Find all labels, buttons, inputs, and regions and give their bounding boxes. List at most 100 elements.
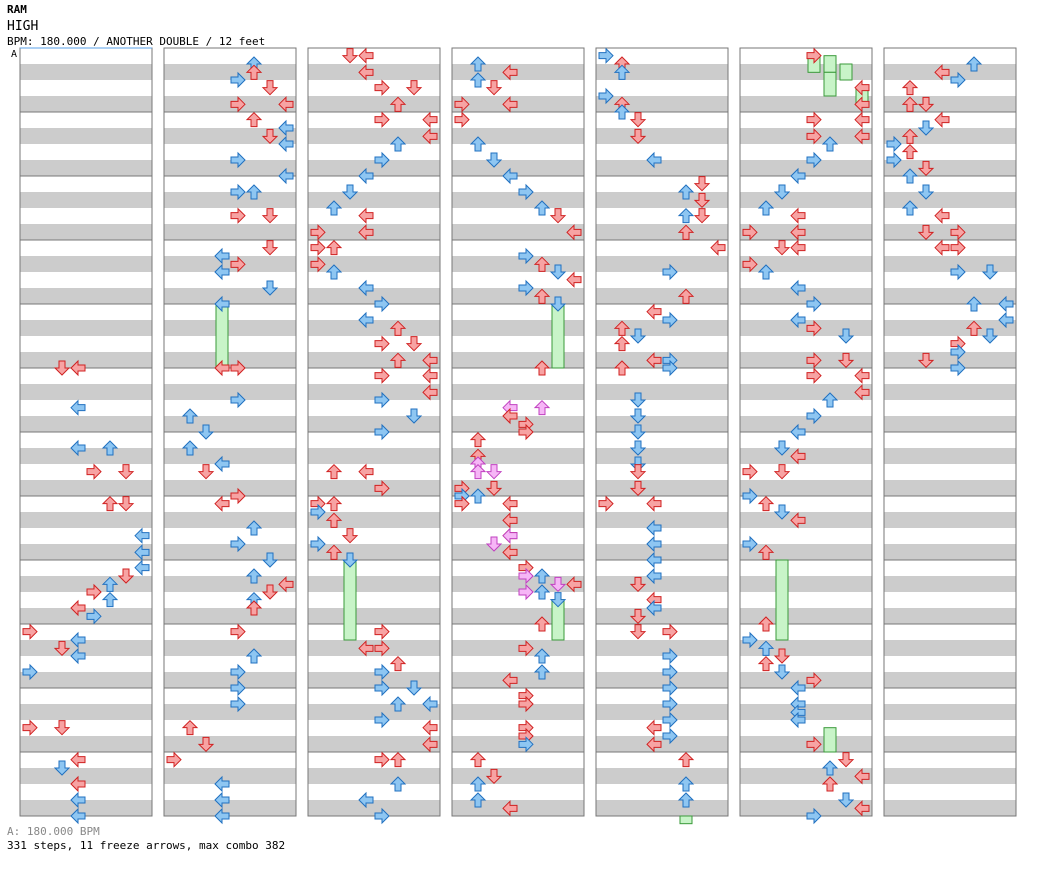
step-arrow bbox=[646, 352, 662, 369]
step-arrow bbox=[230, 695, 246, 713]
step-arrow bbox=[742, 535, 758, 553]
beat-band bbox=[452, 768, 584, 784]
beat-band bbox=[308, 448, 440, 464]
step-arrow bbox=[901, 79, 919, 96]
step-arrow bbox=[278, 576, 294, 593]
step-arrow bbox=[917, 352, 935, 369]
beat-band bbox=[884, 608, 1016, 624]
step-arrow bbox=[790, 679, 806, 697]
step-arrow bbox=[646, 151, 662, 169]
beat-band bbox=[884, 512, 1016, 528]
beat-band bbox=[20, 544, 152, 560]
beat-band bbox=[20, 768, 152, 784]
beat-band bbox=[164, 800, 296, 816]
step-arrow bbox=[854, 96, 870, 113]
bpm-marker-label: A bbox=[11, 49, 17, 60]
step-arrow bbox=[469, 136, 487, 152]
step-arrow bbox=[646, 303, 662, 320]
step-arrow bbox=[469, 751, 487, 768]
beat-band bbox=[308, 384, 440, 400]
step-arrow bbox=[134, 527, 150, 544]
step-arrow bbox=[549, 296, 567, 312]
beat-band bbox=[308, 192, 440, 208]
step-arrow bbox=[854, 79, 870, 96]
step-arrow bbox=[662, 663, 678, 681]
step-arrow bbox=[662, 695, 678, 713]
step-arrow bbox=[773, 440, 791, 456]
step-arrow bbox=[854, 367, 870, 384]
beat-band bbox=[308, 608, 440, 624]
step-arrow bbox=[662, 711, 678, 729]
step-arrow bbox=[693, 192, 711, 209]
step-arrow bbox=[230, 71, 246, 89]
step-arrow bbox=[358, 207, 374, 224]
step-arrow bbox=[325, 200, 343, 216]
beat-band bbox=[20, 384, 152, 400]
beat-band bbox=[740, 64, 872, 80]
step-arrow bbox=[790, 423, 806, 441]
beat-band bbox=[452, 64, 584, 80]
freeze-arrow bbox=[823, 71, 837, 97]
beat-band bbox=[596, 800, 728, 816]
step-arrow bbox=[197, 464, 215, 480]
step-arrow bbox=[646, 599, 662, 617]
step-arrow bbox=[454, 96, 470, 113]
beat-band bbox=[308, 800, 440, 816]
beat-band bbox=[452, 352, 584, 368]
step-arrow bbox=[790, 279, 806, 297]
step-arrow bbox=[757, 264, 775, 280]
beat-band bbox=[740, 448, 872, 464]
step-arrow bbox=[917, 224, 935, 241]
beat-band bbox=[596, 160, 728, 176]
step-arrow bbox=[70, 775, 86, 793]
step-arrow bbox=[502, 512, 518, 529]
step-arrow bbox=[261, 208, 279, 224]
beat-band bbox=[164, 96, 296, 112]
beat-band bbox=[884, 320, 1016, 336]
step-arrow bbox=[518, 423, 534, 441]
step-arrow bbox=[677, 224, 695, 240]
beat-band bbox=[452, 640, 584, 656]
step-arrow bbox=[677, 792, 695, 808]
step-arrow bbox=[502, 167, 518, 185]
step-arrow bbox=[485, 152, 503, 168]
step-arrow bbox=[214, 455, 230, 473]
difficulty-label: HIGH bbox=[7, 19, 39, 34]
beat-band bbox=[20, 256, 152, 272]
step-arrow bbox=[934, 239, 950, 256]
beat-band bbox=[308, 64, 440, 80]
beat-band bbox=[740, 704, 872, 720]
beat-band bbox=[740, 416, 872, 432]
beat-band bbox=[308, 704, 440, 720]
step-arrow bbox=[629, 480, 647, 497]
beat-band bbox=[308, 128, 440, 144]
step-arrow bbox=[518, 279, 534, 297]
step-arrow bbox=[950, 239, 966, 256]
beat-band bbox=[20, 480, 152, 496]
beat-band bbox=[20, 736, 152, 752]
step-arrow bbox=[86, 463, 102, 480]
step-arrow bbox=[821, 776, 839, 792]
step-arrow bbox=[374, 79, 390, 96]
step-arrow bbox=[742, 256, 758, 273]
step-arrow bbox=[677, 751, 695, 768]
step-arrow bbox=[389, 352, 407, 368]
beat-band bbox=[452, 192, 584, 208]
beat-band bbox=[740, 352, 872, 368]
step-arrow bbox=[245, 600, 263, 616]
step-arrow bbox=[70, 791, 86, 809]
measure-bands bbox=[20, 64, 1016, 816]
step-arrow bbox=[533, 399, 551, 416]
beat-band bbox=[596, 320, 728, 336]
step-arrow bbox=[566, 224, 582, 241]
beat-band bbox=[596, 640, 728, 656]
beat-band bbox=[20, 672, 152, 688]
beat-band bbox=[164, 736, 296, 752]
step-arrow bbox=[806, 47, 822, 64]
step-arrow bbox=[422, 128, 438, 145]
beat-band bbox=[740, 576, 872, 592]
step-arrow bbox=[518, 567, 534, 585]
step-arrow bbox=[181, 719, 199, 736]
step-arrow bbox=[950, 343, 966, 361]
step-arrow bbox=[757, 616, 775, 632]
